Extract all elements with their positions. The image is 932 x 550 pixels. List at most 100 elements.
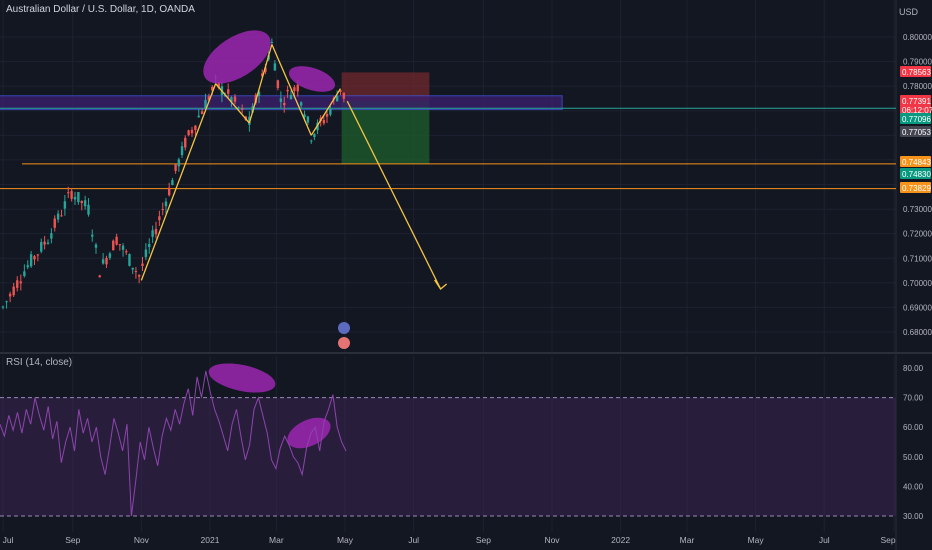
event-flag-icon [338,322,350,334]
rsi-highlight-ellipse [287,417,331,449]
price-badge-label: 0.74843 [902,158,931,167]
time-tick-label: 2021 [201,535,220,545]
candle-body [299,102,303,106]
candle-body [36,254,40,256]
candle-body [184,137,187,148]
pattern-trendline [215,83,250,124]
time-tick-label: Jul [408,535,419,545]
price-badge-label: 0.73829 [902,184,931,193]
candle-body [270,42,274,44]
candle-body [94,244,98,248]
time-tick-label: Nov [134,535,150,545]
time-tick-label: May [748,535,765,545]
candle-body [8,293,12,297]
candle-body [164,201,168,207]
candle-body [56,213,60,220]
price-badge [900,126,931,137]
candle-body [151,230,154,237]
candle-body [310,140,313,142]
candle-body [217,82,220,88]
rsi-tick-label: 50.00 [903,453,924,462]
candle-body [60,215,63,217]
candle-body [303,114,306,118]
candle-body [40,242,43,252]
candle-body [158,216,161,221]
candle-body [322,120,326,124]
candle-body [87,204,90,215]
candle-body [207,96,211,101]
candle-body [177,159,181,167]
candle-body [105,257,108,265]
candle-body [108,253,112,258]
candle-body [161,209,164,211]
candle-body [23,271,26,277]
pattern-trendline [140,83,217,281]
rsi-tick-label: 80.00 [903,364,924,373]
time-tick-label: Jul [3,535,14,545]
candle-body [137,275,141,277]
price-badge [900,66,931,77]
price-badge-label: 0.74830 [902,170,931,179]
rsi-tick-label: 40.00 [903,482,924,491]
pattern-trendline [248,44,273,124]
candle-body [204,100,207,109]
candle-body [70,191,73,199]
rsi-title: RSI (14, close) [6,357,73,368]
price-badge-label: 0.77096 [902,115,931,124]
candle-body [240,108,244,110]
target-zone [341,101,430,164]
price-badge-label: 06:12:07 [902,106,932,115]
candle-body [342,92,346,99]
price-badge-label: 0.77391 [902,97,931,106]
candle-body [154,228,158,235]
candle-body [148,244,151,248]
time-tick-label: 2022 [611,535,630,545]
candle-body [293,87,296,92]
price-tick-label: 0.72000 [903,230,932,239]
price-badge [900,156,931,167]
candle-body [80,200,83,204]
candle-body [1,306,5,308]
price-badge [900,95,931,106]
peak-highlight-ellipse [288,66,336,92]
rsi-line [0,370,347,517]
candle-body [46,242,50,244]
rsi-tick-label: 70.00 [903,394,924,403]
candle-body [174,164,177,171]
candle-body [261,73,264,77]
time-tick-label: Sep [476,535,491,545]
candle-body [112,240,115,251]
candle-body [29,254,33,267]
candle-body [273,63,277,71]
price-badge [900,104,931,115]
candle-body [53,218,56,228]
candle-body [187,130,190,136]
candle-body [33,256,36,260]
candle-body [296,84,299,92]
candle-body [339,90,342,92]
candle-body [101,259,105,264]
candle-body [279,98,283,102]
candle-body [50,233,53,239]
candle-body [73,196,77,200]
price-tick-label: 0.80000 [903,33,932,42]
candle-body [286,89,289,92]
candle-body [197,115,200,118]
candle-body [5,301,8,303]
candle-body [125,251,128,253]
price-tick-label: 0.79000 [903,58,932,67]
peak-highlight-ellipse [203,30,271,84]
candle-body [276,80,280,88]
candle-body [63,201,67,209]
candle-body [230,97,233,102]
time-tick-label: Jul [819,535,830,545]
candle-body [194,125,197,131]
candle-body [118,244,122,246]
rsi-tick-label: 60.00 [903,423,924,432]
candle-body [167,187,171,196]
time-tick-label: May [337,535,354,545]
price-badge [900,182,931,193]
pattern-trendline [271,44,312,136]
candle-body [316,122,319,131]
